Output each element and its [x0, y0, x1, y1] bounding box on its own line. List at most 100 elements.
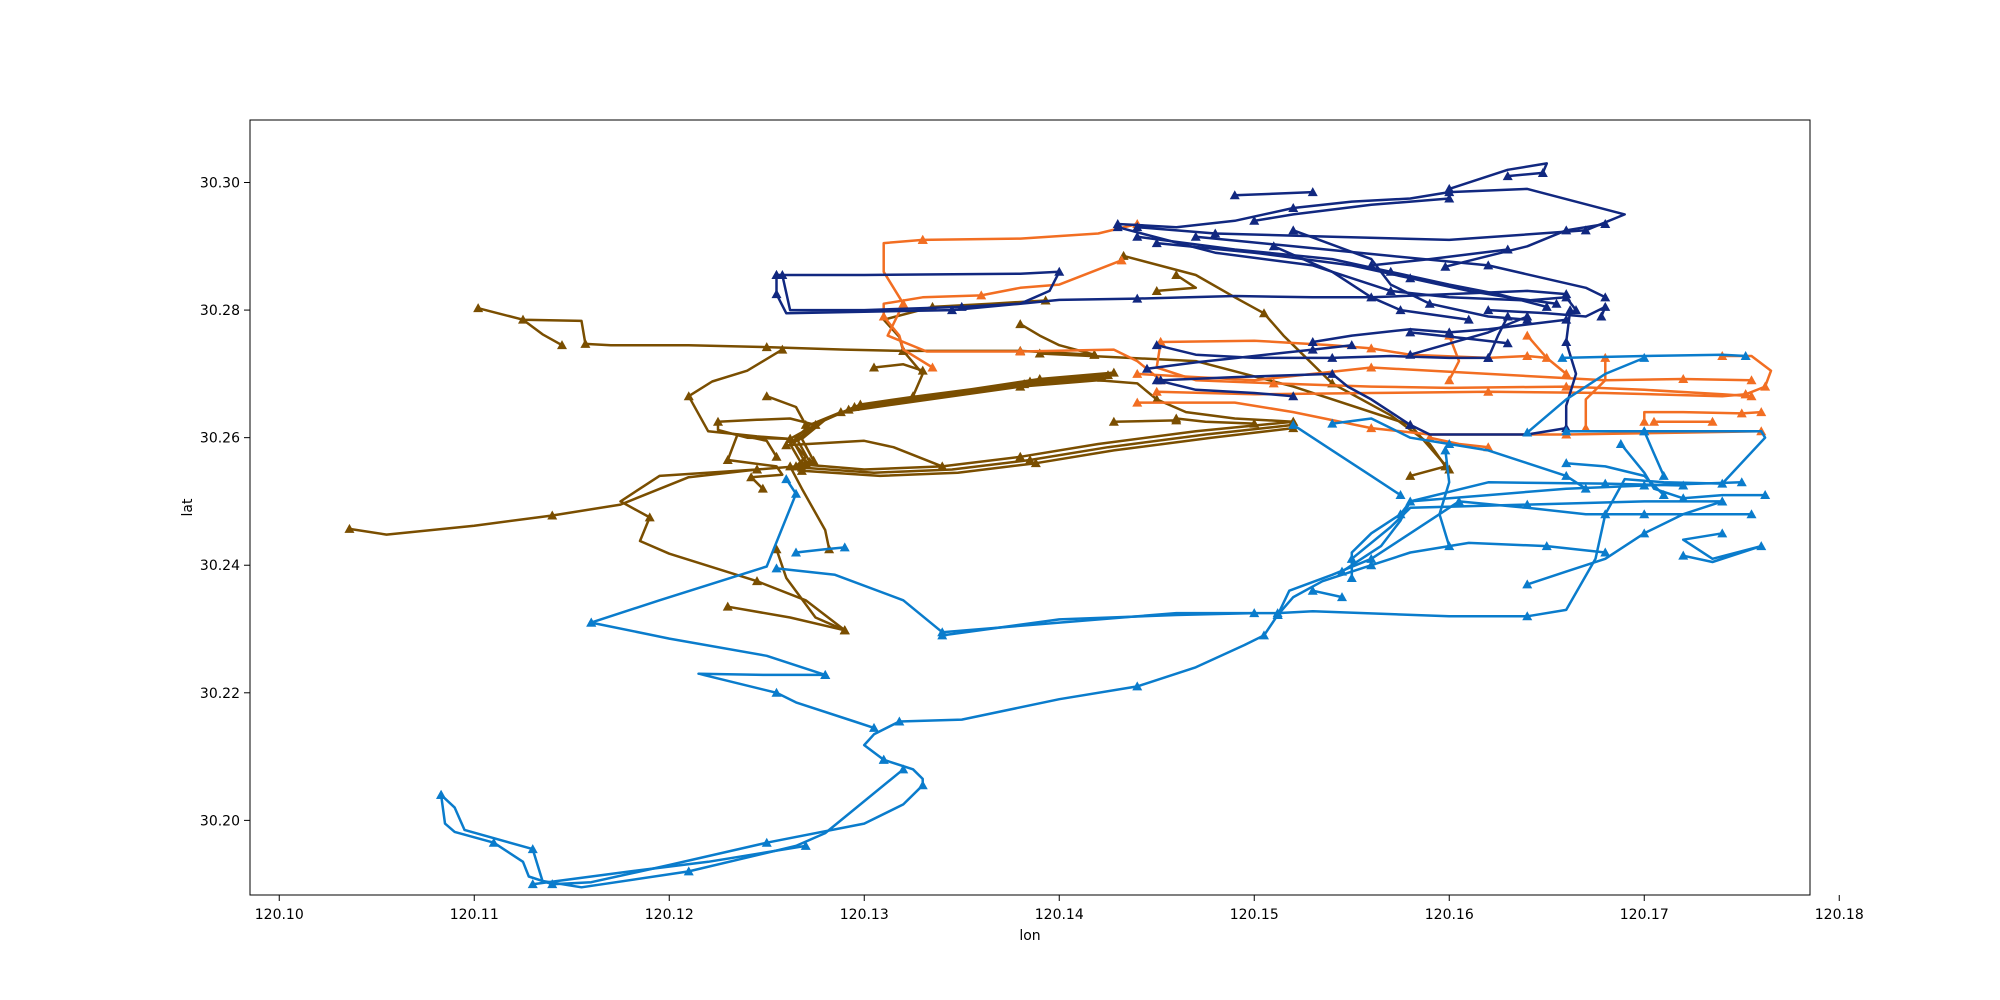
x-tick-label: 120.13 — [840, 907, 889, 923]
series-1-marker — [1522, 330, 1533, 340]
series-3-marker — [771, 563, 782, 573]
series-2-marker — [1151, 340, 1162, 350]
series-3-trace-24 — [1311, 589, 1344, 599]
series-2-marker — [1561, 336, 1572, 346]
series-2-marker — [777, 270, 788, 279]
series-0-marker — [1259, 308, 1269, 318]
y-tick-label: 30.30 — [200, 176, 240, 192]
series-3-marker — [1615, 439, 1626, 449]
series-3-marker — [781, 474, 792, 484]
series-0-marker — [1108, 367, 1119, 377]
series-2-trace-2 — [1116, 187, 1626, 242]
series-1-marker — [1746, 375, 1757, 385]
series-2-marker — [1502, 311, 1513, 321]
series-1-marker — [1649, 416, 1659, 426]
series-3-trace-7 — [940, 611, 1256, 637]
series-2-marker — [1132, 231, 1143, 241]
series-3-marker — [894, 716, 905, 726]
series-3-marker — [771, 687, 782, 697]
series-3-marker — [1346, 572, 1357, 582]
series-1-marker — [1740, 389, 1751, 399]
series-3-marker — [791, 488, 801, 498]
series-3-marker — [1561, 458, 1572, 468]
series-2-trace-8 — [1272, 245, 1471, 321]
series-3-marker — [1678, 493, 1689, 503]
x-tick-label: 120.10 — [255, 907, 304, 923]
series-3-trace-20 — [1561, 353, 1747, 360]
series-3-marker — [1522, 427, 1533, 437]
series-0-trace-8 — [775, 548, 847, 632]
series-0-trace-4 — [619, 468, 847, 632]
series-0-trace-2 — [521, 318, 564, 347]
series-0-marker — [580, 338, 591, 348]
series-2-marker — [1132, 222, 1143, 232]
series-0-marker — [1097, 372, 1108, 382]
series-3-trace-6 — [775, 430, 1767, 634]
series-2-marker — [1405, 327, 1416, 337]
series-3-marker — [1337, 566, 1347, 576]
series-2-trace-12 — [1409, 315, 1529, 356]
series-3-marker — [1658, 490, 1669, 500]
series-2-marker — [1522, 311, 1533, 321]
series-3-trace-14 — [1292, 423, 1402, 497]
series-1-marker — [1678, 373, 1689, 383]
series-0-trace-25 — [765, 394, 807, 427]
series-1-trace-4 — [1155, 340, 1753, 398]
series-2-trace-10 — [1159, 308, 1578, 436]
series-1-marker — [1580, 423, 1591, 433]
series-3-trace-23 — [531, 844, 807, 886]
series-1-marker — [1366, 423, 1377, 433]
series-2-marker — [1307, 344, 1318, 354]
series-1-marker — [917, 234, 928, 244]
x-tick-label: 120.12 — [645, 907, 694, 923]
series-3-trace-16 — [1681, 532, 1763, 564]
series-2-marker — [1463, 314, 1474, 324]
series-2-marker — [1307, 187, 1318, 197]
series-1-trace-3 — [1159, 339, 1549, 360]
series-2-trace-20 — [1233, 190, 1315, 197]
series-2-marker — [1307, 336, 1318, 346]
series-1-marker — [1760, 381, 1771, 391]
series-1-trace-8 — [1447, 334, 1461, 382]
series-2-marker — [1600, 301, 1611, 311]
series-2-marker — [1288, 391, 1299, 401]
series-2-marker — [1502, 338, 1513, 348]
y-tick-label: 30.26 — [200, 431, 240, 447]
series-0-marker — [1151, 394, 1162, 404]
series-0-marker — [855, 399, 866, 409]
series-1-marker — [927, 362, 938, 372]
series-3-marker — [1678, 480, 1689, 490]
series-3-marker — [800, 840, 811, 850]
series-2-marker — [956, 301, 967, 311]
series-0-marker — [1030, 458, 1041, 468]
series-0-marker — [557, 340, 567, 350]
series-2-trace-22 — [1370, 248, 1509, 267]
series-2-marker — [1151, 375, 1162, 385]
series-0-marker — [937, 461, 948, 471]
y-tick-label: 30.20 — [200, 813, 240, 829]
series-0-marker — [722, 601, 733, 611]
series-3-marker — [761, 837, 772, 847]
series-2-marker — [1440, 261, 1451, 271]
series-2-marker — [1444, 327, 1455, 337]
series-1-marker — [1132, 397, 1143, 407]
series-3-marker — [1444, 439, 1455, 449]
y-axis-ticks: 30.20 30.22 30.24 30.26 30.28 30.30 — [200, 176, 250, 829]
series-0-marker — [800, 419, 811, 429]
series-2-trace-21 — [1409, 331, 1509, 345]
series-0-trace-23 — [872, 363, 924, 372]
series-2-marker — [1405, 273, 1416, 283]
series-3-marker — [1639, 509, 1650, 519]
series-2-trace-14 — [1155, 378, 1295, 398]
y-tick-label: 30.28 — [200, 303, 240, 319]
series-0-marker — [1025, 454, 1035, 464]
series-3-marker — [1327, 418, 1338, 428]
series-0-marker — [785, 461, 796, 471]
series-2-marker — [1268, 241, 1279, 251]
series-2-marker — [1551, 298, 1562, 308]
series-3-marker — [1658, 470, 1669, 480]
series-1-marker — [1522, 351, 1533, 361]
series-2-trace-7 — [1292, 229, 1529, 321]
series-1-marker — [1561, 368, 1572, 378]
series-3-marker — [1395, 490, 1406, 500]
